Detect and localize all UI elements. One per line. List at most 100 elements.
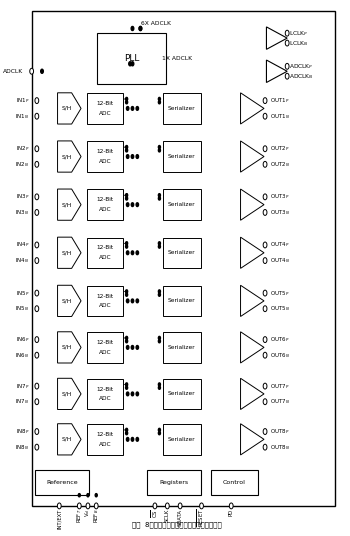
Text: IN8$_P$: IN8$_P$ (15, 427, 29, 436)
Text: ADC: ADC (99, 303, 111, 308)
Bar (97, 33, 166, 84)
Circle shape (126, 101, 128, 104)
Text: IN4$_P$: IN4$_P$ (15, 241, 29, 249)
Circle shape (35, 306, 39, 311)
Text: Serializer: Serializer (168, 202, 196, 207)
Text: SCLK: SCLK (165, 509, 170, 522)
Text: IN3$_N$: IN3$_N$ (15, 208, 29, 217)
Bar (163, 189, 201, 220)
Bar (163, 424, 201, 455)
Circle shape (263, 98, 267, 103)
Text: ADC: ADC (99, 111, 111, 116)
Circle shape (158, 290, 160, 293)
Circle shape (285, 40, 289, 46)
Text: 12-Bit: 12-Bit (97, 432, 114, 437)
Circle shape (263, 383, 267, 389)
Circle shape (126, 428, 128, 431)
Circle shape (285, 73, 289, 79)
Circle shape (35, 194, 39, 200)
Circle shape (131, 155, 134, 159)
Text: IN2$_N$: IN2$_N$ (15, 160, 29, 169)
Text: Registers: Registers (160, 480, 189, 485)
Circle shape (131, 299, 134, 303)
Text: 图三  8信道并列式模拟数字转换器功能方块图: 图三 8信道并列式模拟数字转换器功能方块图 (132, 522, 222, 528)
Circle shape (87, 494, 89, 497)
Circle shape (35, 98, 39, 103)
Circle shape (263, 194, 267, 200)
Bar (87, 93, 123, 124)
Text: OUT7$_P$: OUT7$_P$ (270, 382, 289, 391)
Text: OUT4$_N$: OUT4$_N$ (270, 256, 289, 265)
Text: IN1$_P$: IN1$_P$ (15, 96, 29, 105)
Text: OUT8$_P$: OUT8$_P$ (270, 427, 289, 436)
Text: LCLK$_P$: LCLK$_P$ (289, 29, 308, 38)
Text: OUT2$_P$: OUT2$_P$ (270, 144, 289, 153)
Circle shape (263, 399, 267, 405)
Text: IN8$_N$: IN8$_N$ (15, 443, 29, 452)
Circle shape (136, 203, 139, 206)
Circle shape (158, 340, 160, 343)
Text: REF$_B$: REF$_B$ (92, 509, 101, 523)
Circle shape (131, 346, 134, 349)
Bar (87, 332, 123, 363)
Polygon shape (57, 237, 81, 269)
Bar (211, 470, 258, 495)
Text: PD: PD (229, 509, 234, 516)
Circle shape (158, 193, 160, 197)
Text: INT/EXT: INT/EXT (57, 509, 62, 529)
Text: ADC: ADC (99, 207, 111, 212)
Text: IN2$_P$: IN2$_P$ (15, 144, 29, 153)
Circle shape (229, 503, 233, 509)
Polygon shape (57, 189, 81, 220)
Circle shape (35, 429, 39, 435)
Circle shape (126, 245, 128, 248)
Text: 12-Bit: 12-Bit (97, 340, 114, 345)
Circle shape (126, 203, 129, 206)
Polygon shape (240, 93, 264, 124)
Circle shape (263, 242, 267, 248)
Circle shape (158, 431, 160, 435)
Circle shape (158, 245, 160, 248)
Circle shape (126, 98, 128, 101)
Polygon shape (240, 141, 264, 172)
Text: ADC: ADC (99, 255, 111, 260)
Text: S/H: S/H (61, 154, 72, 159)
Text: OUT6$_N$: OUT6$_N$ (270, 351, 289, 360)
Text: OUT3$_N$: OUT3$_N$ (270, 208, 289, 217)
Polygon shape (240, 285, 264, 316)
Text: 12-Bit: 12-Bit (97, 386, 114, 392)
Circle shape (126, 293, 128, 296)
Text: REF$_T$: REF$_T$ (75, 509, 84, 523)
Circle shape (158, 386, 160, 389)
Polygon shape (240, 424, 264, 455)
Circle shape (126, 155, 129, 159)
Circle shape (263, 161, 267, 167)
Polygon shape (57, 332, 81, 363)
Text: OUT3$_P$: OUT3$_P$ (270, 192, 289, 202)
Polygon shape (57, 378, 81, 410)
Text: LCLK$_N$: LCLK$_N$ (289, 39, 309, 48)
Circle shape (86, 503, 90, 509)
Circle shape (131, 107, 134, 110)
Text: IN1$_N$: IN1$_N$ (15, 112, 29, 121)
Circle shape (35, 258, 39, 264)
Circle shape (94, 503, 98, 509)
Circle shape (126, 251, 129, 255)
Circle shape (158, 148, 160, 152)
Circle shape (35, 113, 39, 119)
Circle shape (131, 62, 134, 66)
Circle shape (158, 101, 160, 104)
Text: S/H: S/H (61, 106, 72, 111)
Circle shape (131, 251, 134, 255)
Text: OUT5$_P$: OUT5$_P$ (270, 288, 289, 297)
Circle shape (131, 437, 134, 441)
Text: IN4$_N$: IN4$_N$ (15, 256, 29, 265)
Text: S/H: S/H (61, 437, 72, 442)
Circle shape (126, 386, 128, 389)
Text: OUT5$_N$: OUT5$_N$ (270, 304, 289, 313)
Circle shape (263, 146, 267, 152)
Text: OUT6$_P$: OUT6$_P$ (270, 335, 289, 344)
Circle shape (158, 197, 160, 200)
Circle shape (35, 242, 39, 248)
Circle shape (136, 251, 139, 255)
